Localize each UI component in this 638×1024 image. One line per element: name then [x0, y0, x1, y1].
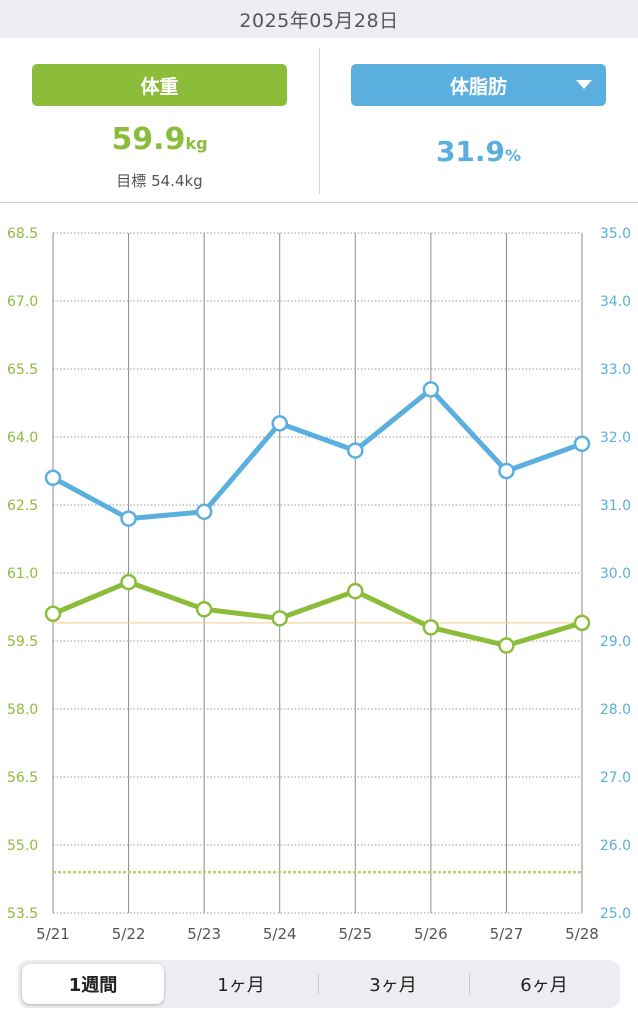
fat-series-line [50, 386, 585, 522]
weight-data-point [271, 610, 288, 627]
fat-value: 31.9% [319, 135, 638, 168]
y-left-tick-label: 59.5 [7, 634, 38, 650]
period-tab-1month[interactable]: 1ヶ月 [168, 964, 314, 1004]
weight-data-point [422, 619, 440, 636]
y-left-tick-label: 56.5 [7, 770, 38, 786]
y-left-tick-label: 61.0 [7, 566, 38, 582]
y-right-tick-label: 33.0 [600, 362, 631, 378]
period-tab-label: 6ヶ月 [520, 975, 568, 996]
tab-separator [469, 974, 470, 994]
y-left-tick-label: 58.0 [7, 702, 38, 718]
y-right-tick-label: 28.0 [600, 702, 631, 718]
triangle-down-icon [576, 80, 592, 89]
goal-label: 目標 [116, 172, 147, 190]
fat-metric-dropdown[interactable]: 体脂肪 [351, 64, 606, 106]
period-tab-label: 1週間 [68, 975, 118, 996]
fat-data-point [120, 510, 137, 527]
weight-value: 59.9kg [0, 122, 319, 157]
y-right-tick-label: 31.0 [600, 498, 631, 514]
fat-data-point [498, 462, 515, 480]
y-left-tick-label: 65.5 [7, 362, 38, 378]
period-tab-6months[interactable]: 6ヶ月 [472, 964, 616, 1004]
fat-data-point [271, 415, 288, 432]
y-left-tick-label: 68.5 [7, 226, 38, 242]
fat-number: 31.9 [435, 135, 506, 168]
weight-data-point [120, 573, 137, 591]
fat-data-point [195, 503, 213, 521]
date-label: 2025年05月28日 [239, 9, 399, 32]
y-right-tick-label: 30.0 [600, 566, 631, 582]
weight-data-point [44, 605, 62, 623]
y-right-tick-label: 29.0 [600, 634, 631, 650]
x-tick-label: 5/27 [490, 925, 524, 943]
fat-data-point [347, 442, 364, 459]
weight-data-point [573, 614, 591, 632]
fat-panel: 体脂肪 31.9% [319, 40, 638, 202]
fat-data-point [44, 469, 62, 487]
fat-data-point [573, 435, 591, 453]
period-tab-3months[interactable]: 3ヶ月 [320, 964, 466, 1004]
period-selector: 1週間 1ヶ月 3ヶ月 6ヶ月 [18, 960, 620, 1008]
fat-metric-label: 体脂肪 [449, 75, 507, 98]
x-tick-label: 5/22 [112, 925, 146, 943]
y-left-tick-label: 64.0 [7, 430, 38, 446]
y-right-tick-label: 25.0 [600, 906, 631, 922]
weight-data-point [195, 601, 213, 618]
period-tab-label: 1ヶ月 [217, 975, 265, 996]
weight-unit: kg [185, 134, 208, 153]
panel-divider [319, 48, 320, 194]
weight-data-point [347, 582, 364, 600]
y-left-tick-label: 67.0 [7, 294, 38, 310]
x-tick-label: 5/21 [36, 925, 70, 943]
weight-series-line [50, 579, 585, 649]
x-tick-label: 5/23 [187, 925, 221, 943]
x-tick-label: 5/25 [338, 925, 372, 943]
y-right-tick-label: 35.0 [600, 226, 631, 242]
x-tick-label: 5/28 [565, 925, 599, 943]
date-header: 2025年05月28日 [0, 0, 638, 38]
chart-svg: 53.5 55.0 56.5 58.0 59.5 61.0 62.5 64.0 65.5 67.0… [7, 226, 631, 943]
weight-data-point [498, 637, 515, 654]
weight-number: 59.9 [111, 122, 186, 157]
y-left-tick-label: 55.0 [7, 838, 38, 854]
goal-weight: 目標 54.4kg [0, 170, 319, 191]
x-tick-label: 5/26 [414, 925, 448, 943]
y-right-tick-label: 27.0 [600, 770, 631, 786]
y-right-tick-label: 26.0 [600, 838, 631, 854]
y-right-tick-label: 34.0 [600, 294, 631, 310]
y-right-tick-label: 32.0 [600, 430, 631, 446]
x-tick-label: 5/24 [263, 925, 297, 943]
fat-unit: % [505, 146, 522, 165]
weight-metric-label: 体重 [140, 75, 179, 98]
fat-data-point [422, 381, 440, 398]
y-left-tick-label: 53.5 [7, 906, 38, 922]
section-divider [0, 202, 638, 203]
weight-panel: 体重 59.9kg 目標 54.4kg [0, 40, 319, 202]
y-left-tick-label: 62.5 [7, 498, 38, 514]
goal-value: 54.4kg [151, 172, 203, 190]
period-tab-label: 3ヶ月 [369, 975, 417, 996]
tab-separator [318, 974, 319, 994]
period-tab-1week[interactable]: 1週間 [22, 964, 164, 1004]
weight-metric-button[interactable]: 体重 [32, 64, 287, 106]
summary-panel: 体重 59.9kg 目標 54.4kg 体脂肪 31.9% [0, 40, 638, 202]
trend-chart: 53.5 55.0 56.5 58.0 59.5 61.0 62.5 64.0 65.5 67.0… [0, 203, 638, 950]
